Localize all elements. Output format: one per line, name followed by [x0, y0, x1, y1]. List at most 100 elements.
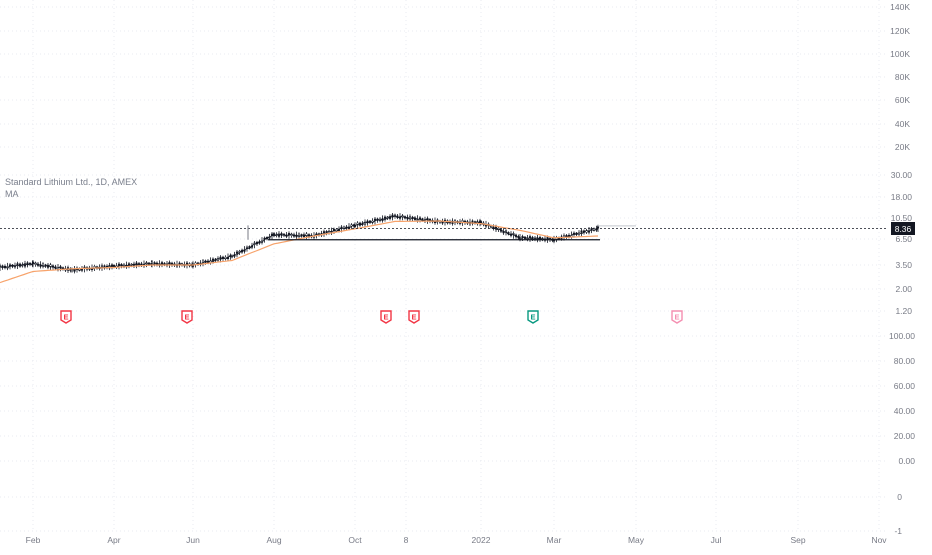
- candle-body: [211, 258, 215, 261]
- y-tick-label: 60K: [895, 95, 910, 105]
- candle-body: [562, 235, 566, 238]
- candle-body: [110, 264, 114, 267]
- price-badge-bg: [891, 222, 915, 235]
- candle-body: [421, 218, 424, 221]
- candle-body: [18, 263, 22, 266]
- candle-body: [580, 230, 583, 233]
- earnings-marker[interactable]: E: [527, 310, 539, 324]
- x-tick-label: Sep: [790, 535, 805, 545]
- price-badge: 8.36: [891, 222, 915, 235]
- candle-body: [471, 220, 474, 223]
- candle-body: [135, 262, 138, 265]
- chart-legend[interactable]: Standard Lithium Ltd., 1D, AMEX MA: [5, 176, 137, 200]
- candle-body: [216, 258, 220, 261]
- earnings-marker-shape: [408, 310, 420, 324]
- y-tick-label: 30.00: [891, 170, 913, 180]
- x-tick-label: Mar: [547, 535, 562, 545]
- candle-body: [46, 265, 50, 268]
- y-tick-label: 80.00: [894, 356, 916, 366]
- y-tick-label: 60.00: [894, 381, 916, 391]
- x-tick-label: Jun: [186, 535, 200, 545]
- earnings-marker-label: E: [383, 313, 388, 322]
- earnings-marker[interactable]: E: [380, 310, 392, 324]
- candle-body: [335, 228, 338, 232]
- y-tick-label: 0.00: [898, 456, 915, 466]
- candle-body: [272, 233, 276, 236]
- candle-body: [127, 263, 131, 266]
- candle-body: [538, 237, 542, 240]
- grid-layer: [0, 0, 888, 532]
- candle-body: [277, 234, 281, 237]
- earnings-marker[interactable]: E: [181, 310, 193, 324]
- ma-indicator-label[interactable]: MA: [5, 189, 19, 199]
- y-tick-label: 3.50: [895, 260, 912, 270]
- y-tick-label: 2.00: [895, 284, 912, 294]
- candle-body: [235, 251, 239, 254]
- x-tick-label: May: [628, 535, 645, 545]
- overlay-layer: [0, 225, 888, 241]
- ma-series-line: [0, 220, 599, 284]
- x-tick-label: Feb: [26, 535, 41, 545]
- earnings-marker-shape: [60, 310, 72, 324]
- candle-body: [248, 246, 251, 249]
- x-axis-labels: Feb Apr Jun Aug Oct 8 2022 Mar May Jul Sep Nov: [26, 535, 888, 545]
- candle-body: [381, 218, 384, 221]
- earnings-marker-shape: [181, 310, 193, 324]
- candle-body: [408, 215, 412, 219]
- candle-body: [305, 233, 308, 236]
- earnings-marker[interactable]: E: [60, 310, 72, 324]
- y-tick-label: 20K: [895, 142, 910, 152]
- y-tick-label: 100K: [890, 49, 910, 59]
- earnings-marker-shape: [380, 310, 392, 324]
- x-tick-label: Jul: [711, 535, 722, 545]
- x-tick-label: 8: [404, 535, 409, 545]
- y-tick-label: 40K: [895, 119, 910, 129]
- y-tick-label: 100.00: [889, 331, 915, 341]
- price-series-line: [0, 215, 599, 272]
- candle-body: [150, 261, 154, 264]
- earnings-marker[interactable]: E: [408, 310, 420, 324]
- earnings-marker-shape: [671, 310, 683, 324]
- earnings-marker-shape: [527, 310, 539, 324]
- candle-body: [26, 262, 29, 265]
- x-tick-label: Nov: [871, 535, 887, 545]
- candle-body: [49, 264, 52, 267]
- candle-body: [41, 263, 45, 266]
- series-layer: [0, 213, 600, 284]
- y-tick-label: 40.00: [894, 406, 916, 416]
- y-tick-label: 1.20: [895, 306, 912, 316]
- y-tick-label: 120K: [890, 26, 910, 36]
- candle-body: [531, 236, 534, 240]
- candle-body: [383, 216, 387, 219]
- candle-body: [302, 235, 306, 238]
- candle-body: [280, 233, 283, 236]
- symbol-title[interactable]: Standard Lithium Ltd., 1D, AMEX: [5, 177, 138, 187]
- y-tick-label: 80K: [895, 72, 910, 82]
- earnings-marker-label: E: [674, 313, 679, 322]
- x-tick-label: Apr: [107, 535, 120, 545]
- candle-body: [219, 256, 222, 259]
- x-tick-label: 2022: [472, 535, 491, 545]
- y-tick-label: 140K: [890, 2, 910, 12]
- y-tick-label: 20.00: [894, 431, 916, 441]
- x-tick-label: Oct: [348, 535, 362, 545]
- candle-body: [363, 222, 367, 225]
- x-tick-label: Aug: [266, 535, 281, 545]
- candle-body: [23, 264, 27, 267]
- candle-body: [295, 235, 298, 238]
- candle-body: [388, 216, 392, 219]
- earnings-marker-label: E: [184, 313, 189, 322]
- y-tick-label: 10.50: [891, 213, 913, 223]
- y-axis-labels: 140K 120K 100K 80K 60K 40K 20K 30.00 18.00 10.50 6…: [889, 2, 915, 536]
- y-tick-label: 0: [897, 492, 902, 502]
- y-tick-label: 6.50: [895, 234, 912, 244]
- earnings-marker-label: E: [530, 313, 535, 322]
- candle-body: [322, 231, 326, 234]
- candle-body: [366, 220, 369, 223]
- candle-body: [391, 214, 394, 217]
- earnings-marker-label: E: [63, 313, 68, 322]
- earnings-marker[interactable]: E: [671, 310, 683, 324]
